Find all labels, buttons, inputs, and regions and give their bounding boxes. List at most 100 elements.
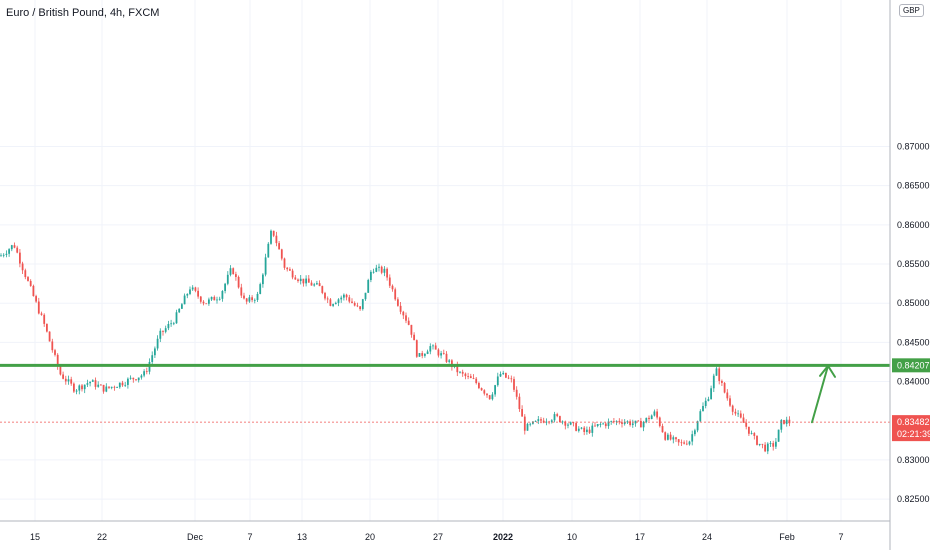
resistance-price-label: 0.84207 [897, 360, 930, 370]
candle-body [526, 423, 529, 431]
candle-body [326, 298, 329, 300]
candle-body [567, 424, 569, 426]
candle-body [64, 378, 67, 382]
candle-body [100, 384, 102, 386]
candle-body [391, 285, 394, 290]
candle-body [464, 373, 467, 377]
candle-body [213, 296, 216, 301]
candle-body [596, 424, 599, 426]
candle-body [588, 429, 591, 433]
candle-body [756, 435, 758, 445]
candle-body [540, 419, 542, 421]
candle-body [780, 419, 783, 430]
price-tick-label: 0.82500 [897, 494, 930, 504]
candle-body [275, 235, 278, 244]
candle-body [564, 421, 567, 426]
candle-body [318, 283, 321, 287]
candle-body [81, 385, 83, 390]
candle-body [19, 252, 21, 264]
candle-body [731, 405, 734, 412]
candle-body [164, 328, 167, 332]
time-tick-label: 13 [297, 532, 307, 542]
candle-body [631, 423, 634, 426]
candle-body [324, 292, 326, 299]
time-tick-label: 24 [702, 532, 712, 542]
candle-body [240, 287, 243, 296]
candle-body [29, 280, 32, 286]
candle-body [642, 422, 645, 428]
candle-body [610, 421, 613, 422]
candle-body [364, 292, 367, 300]
candle-body [753, 433, 756, 436]
price-tick-label: 0.84000 [897, 377, 930, 387]
candle-body [672, 437, 675, 440]
price-axis[interactable]: 0.87000 0.86500 0.86000 0.85500 0.85000 0.845… [897, 142, 930, 505]
candle-body [159, 330, 162, 339]
candle-body [594, 425, 596, 427]
price-tick-label: 0.86500 [897, 181, 930, 191]
candle-body [667, 434, 669, 440]
candle-body [675, 437, 677, 440]
candle-body [70, 379, 73, 384]
candle-body [656, 411, 658, 418]
candle-body [262, 274, 264, 285]
candle-body [402, 311, 405, 316]
candle-body [86, 383, 89, 385]
candle-body [442, 353, 445, 354]
candle-body [418, 353, 421, 357]
candle-body [448, 360, 451, 362]
candle-body [175, 312, 178, 324]
candle-body [761, 443, 764, 445]
candle-body [297, 279, 299, 282]
candle-body [766, 443, 769, 452]
candle-body [785, 419, 788, 424]
time-tick-label: 7 [247, 532, 252, 542]
candle-body [205, 303, 208, 305]
grid [0, 0, 890, 521]
candle-body [334, 302, 337, 305]
candle-body [329, 299, 332, 306]
candle-body [129, 377, 132, 379]
candle-body [156, 338, 159, 349]
candle-body [648, 417, 650, 420]
candle-body [145, 371, 148, 372]
candle-body [216, 299, 218, 301]
candle-body [345, 294, 348, 298]
candle-body [650, 415, 653, 420]
up-arrow-annotation[interactable] [811, 364, 836, 424]
candle-body [353, 302, 356, 306]
candle-body [186, 293, 189, 296]
candle-body [332, 304, 334, 306]
candle-body [32, 285, 35, 297]
candle-body [108, 386, 110, 388]
candle-body [426, 351, 429, 354]
candle-body [491, 394, 494, 400]
candle-body [183, 295, 186, 305]
candle-body [421, 353, 424, 356]
time-axis[interactable]: 15 22 Dec 7 13 20 27 2022 10 17 24 Feb 7 [30, 532, 844, 542]
candle-body [232, 268, 235, 275]
price-tick-label: 0.86000 [897, 220, 930, 230]
candle-body [151, 355, 154, 362]
candle-body [434, 345, 437, 350]
candle-body [16, 247, 19, 253]
candle-body [510, 378, 513, 380]
candle-body [154, 348, 156, 356]
candle-body [283, 258, 286, 268]
price-tick-label: 0.87000 [897, 142, 930, 152]
candle-body [132, 377, 135, 380]
candle-body [634, 420, 637, 424]
candle-body [2, 254, 5, 256]
candle-body [556, 414, 559, 417]
candle-body [424, 353, 426, 356]
candle-body [499, 374, 502, 377]
currency-badge[interactable]: GBP [899, 4, 924, 17]
time-tick-label: 15 [30, 532, 40, 542]
candle-body [607, 421, 610, 427]
candle-body [13, 245, 16, 248]
candle-body [75, 390, 78, 392]
candle-body [653, 411, 656, 416]
candle-body [440, 353, 442, 356]
candle-body [229, 268, 232, 275]
